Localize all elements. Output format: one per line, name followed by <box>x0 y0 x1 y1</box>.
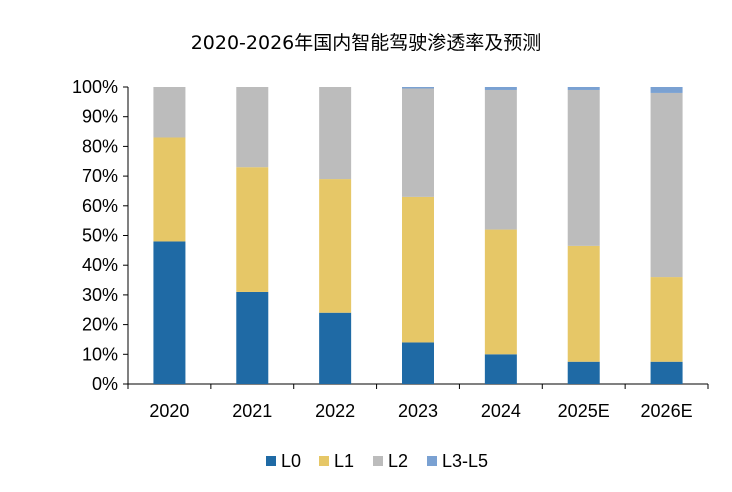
y-tick-label: 30% <box>82 285 118 305</box>
x-tick-label: 2021 <box>232 401 272 421</box>
y-tick-label: 90% <box>82 107 118 127</box>
legend: L0 L1 L2 L3-L5 <box>266 451 488 471</box>
legend-swatch-l1 <box>319 456 329 466</box>
bar-l0-2021 <box>236 291 269 384</box>
bar-l0-2025e <box>567 361 600 384</box>
chart-title: 2020-2026年国内智能驾驶渗透率及预测 <box>190 32 542 54</box>
bar-l0-2026e <box>650 361 683 384</box>
bar-l0-2022 <box>319 312 352 384</box>
bar-l3-l5-2026e <box>650 87 683 93</box>
bar-l0-2020 <box>153 241 186 384</box>
bar-l1-2023 <box>402 196 434 343</box>
x-tick-label: 2023 <box>398 401 438 421</box>
bar-l2-2024 <box>484 89 517 230</box>
bar-l2-2020 <box>153 87 186 138</box>
legend-swatch-l3-l5 <box>427 456 437 466</box>
y-tick-label: 40% <box>82 255 118 275</box>
y-tick-label: 60% <box>82 196 118 216</box>
bar-l1-2026e <box>650 277 683 362</box>
y-tick-label: 80% <box>82 136 118 156</box>
y-tick-label: 100% <box>72 77 118 97</box>
bar-l1-2024 <box>484 229 517 355</box>
x-tick-label: 2025E <box>558 401 610 421</box>
bar-l1-2025e <box>567 245 600 362</box>
y-tick-label: 70% <box>82 166 118 186</box>
y-tick-label: 10% <box>82 344 118 364</box>
bar-l0-2023 <box>402 342 434 384</box>
bar-l3-l5-2023 <box>402 87 434 89</box>
bar-l2-2025e <box>567 89 600 246</box>
bar-l3-l5-2024 <box>484 87 517 90</box>
bar-l2-2023 <box>402 88 434 197</box>
y-tick-label: 50% <box>82 226 118 246</box>
legend-label-l1: L1 <box>334 451 354 471</box>
x-tick-label: 2024 <box>481 401 521 421</box>
legend-label-l3-l5: L3-L5 <box>442 451 488 471</box>
bar-l2-2022 <box>319 87 352 180</box>
x-tick-label: 2026E <box>641 401 693 421</box>
bar-l1-2022 <box>319 179 352 313</box>
bar-l3-l5-2025e <box>567 87 600 90</box>
y-tick-label: 0% <box>92 374 118 394</box>
y-tick-label: 20% <box>82 315 118 335</box>
bars <box>153 87 683 384</box>
x-tick-label: 2020 <box>149 401 189 421</box>
x-tick-label: 2022 <box>315 401 355 421</box>
axes: 0% 10% 20% 30% 40% 50% 60% 70% 80% 90% 100% 2020 202… <box>72 77 709 421</box>
legend-label-l0: L0 <box>281 451 301 471</box>
legend-label-l2: L2 <box>388 451 408 471</box>
bar-l1-2020 <box>153 137 186 242</box>
bar-l2-2026e <box>650 92 683 278</box>
bar-l2-2021 <box>236 87 269 168</box>
bar-l1-2021 <box>236 167 269 292</box>
bar-l0-2024 <box>484 354 517 384</box>
legend-swatch-l0 <box>266 456 276 466</box>
legend-swatch-l2 <box>373 456 383 466</box>
